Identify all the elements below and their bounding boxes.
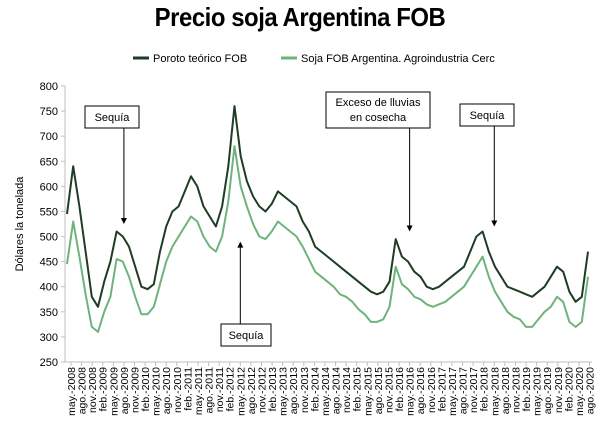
x-tick-label: feb.-2019 bbox=[521, 367, 533, 412]
x-tick-label: feb.-2011 bbox=[182, 367, 194, 411]
x-tick-label: may.-2011 bbox=[193, 367, 205, 415]
x-tick-label: may.-2018 bbox=[489, 367, 501, 416]
x-tick-label: nov.-2011 bbox=[214, 367, 226, 412]
x-tick-label: may.-2010 bbox=[151, 367, 163, 416]
x-tick-label: may.-2014 bbox=[320, 367, 332, 416]
annotation-text: Sequía bbox=[95, 112, 131, 124]
x-tick-label: feb.-2012 bbox=[225, 367, 237, 412]
x-tick-label: nov.-2018 bbox=[510, 367, 522, 413]
y-tick-label: 550 bbox=[40, 206, 58, 218]
annotation-arrowhead bbox=[406, 225, 413, 232]
annotation-box bbox=[459, 103, 515, 127]
x-tick-label: feb.-2015 bbox=[352, 367, 364, 412]
annotation-text-line: Exceso de lluvias bbox=[336, 97, 421, 109]
annotation-text: Exceso de lluvias en cosecha bbox=[336, 97, 421, 124]
annotation-box bbox=[325, 91, 431, 129]
x-tick-label: nov.-2015 bbox=[383, 367, 395, 413]
x-tick-label: may.-2008 bbox=[66, 367, 78, 416]
x-tick-label: feb.-2014 bbox=[309, 367, 321, 412]
annotations-layer: Sequía Sequía Exceso de lluvias en cosecha S… bbox=[84, 91, 515, 347]
x-tick-label: feb.-2018 bbox=[479, 367, 491, 412]
y-tick-label: 800 bbox=[40, 81, 58, 93]
x-tick-label: may.-2016 bbox=[405, 367, 417, 416]
y-tick-label: 700 bbox=[40, 131, 58, 143]
annotation-arrowhead bbox=[491, 220, 498, 227]
x-tick-label: may.-2019 bbox=[532, 367, 544, 416]
x-tick-label: ago.-2012 bbox=[246, 367, 258, 414]
x-tick-label: feb.-2013 bbox=[267, 367, 279, 412]
chart-title: Precio soja Argentina FOB bbox=[154, 2, 446, 32]
annotation-text-line: en cosecha bbox=[350, 112, 407, 124]
x-tick-label: may.-2015 bbox=[362, 367, 374, 416]
axes: 250 300 350 400 450 500 550 600 650 700 750 800 Dóla… bbox=[14, 81, 597, 416]
x-tick-label: nov.-2017 bbox=[468, 367, 480, 413]
y-tick-label: 750 bbox=[40, 106, 58, 118]
x-tick-label: ago.-2008 bbox=[77, 367, 89, 414]
x-tick-label: may.-2020 bbox=[574, 367, 586, 416]
legend: Poroto teórico FOB Soja FOB Argentina. Ag… bbox=[133, 53, 495, 65]
y-tick-label: 300 bbox=[40, 332, 58, 344]
y-tick-label: 250 bbox=[40, 357, 58, 369]
annotation-box bbox=[84, 105, 140, 129]
x-tick-label: ago.-2017 bbox=[458, 367, 470, 414]
series-line-2 bbox=[66, 145, 589, 333]
legend-label: Soja FOB Argentina. Agroindustria Cerc bbox=[301, 53, 495, 65]
y-tick-label: 450 bbox=[40, 257, 58, 269]
annotation-text: Sequía bbox=[470, 110, 506, 122]
x-tick-label: ago.-2010 bbox=[161, 367, 173, 414]
y-tick-label: 650 bbox=[40, 156, 58, 168]
x-tick-label: may.-2009 bbox=[108, 367, 120, 416]
x-tick-label: ago.-2014 bbox=[331, 367, 343, 414]
x-tick-label: nov.-2012 bbox=[256, 367, 268, 413]
x-tick-label: nov.-2014 bbox=[341, 367, 353, 413]
x-tick-label: nov.-2009 bbox=[129, 367, 141, 413]
x-tick-label: feb.-2020 bbox=[563, 367, 575, 412]
x-tick-label: may.-2017 bbox=[447, 367, 459, 416]
y-axis-label: Dólares la tonelada bbox=[14, 176, 26, 272]
x-tick-label: ago.-2011 bbox=[204, 367, 216, 414]
x-tick-label: feb.-2009 bbox=[98, 367, 110, 412]
annotation-arrowhead bbox=[120, 218, 127, 224]
x-tick-label: nov.-2019 bbox=[553, 367, 565, 413]
y-tick-label: 600 bbox=[40, 181, 58, 193]
y-tick-label: 500 bbox=[40, 232, 58, 244]
x-tick-label: nov.-2010 bbox=[172, 367, 184, 413]
annotation-box bbox=[220, 323, 272, 347]
x-tick-label: may.-2013 bbox=[278, 367, 290, 416]
x-tick-label: may.-2012 bbox=[235, 367, 247, 416]
x-tick-label: nov.-2013 bbox=[299, 367, 311, 413]
x-tick-label: feb.-2017 bbox=[436, 367, 448, 412]
x-tick-label: nov.-2008 bbox=[87, 367, 99, 413]
x-tick-label: ago.-2015 bbox=[373, 367, 385, 414]
x-tick-label: nov.-2016 bbox=[426, 367, 438, 413]
x-tick-label: ago.-2020 bbox=[585, 367, 597, 414]
x-tick-label: ago.-2018 bbox=[500, 367, 512, 414]
y-tick-label: 350 bbox=[40, 307, 58, 319]
x-tick-label: ago.-2009 bbox=[119, 367, 131, 414]
x-tick-label: feb.-2010 bbox=[140, 367, 152, 412]
legend-label: Poroto teórico FOB bbox=[153, 53, 247, 65]
annotation-text: Sequía bbox=[229, 330, 265, 342]
x-tick-label: ago.-2019 bbox=[542, 367, 554, 414]
x-tick-label: ago.-2016 bbox=[415, 367, 427, 414]
y-tick-label: 400 bbox=[40, 282, 58, 294]
x-tick-label: ago.-2013 bbox=[288, 367, 300, 414]
series-layer bbox=[66, 105, 589, 333]
series-line-1 bbox=[66, 105, 589, 308]
annotation-arrowhead bbox=[237, 241, 244, 248]
x-tick-label: feb.-2016 bbox=[394, 367, 406, 412]
